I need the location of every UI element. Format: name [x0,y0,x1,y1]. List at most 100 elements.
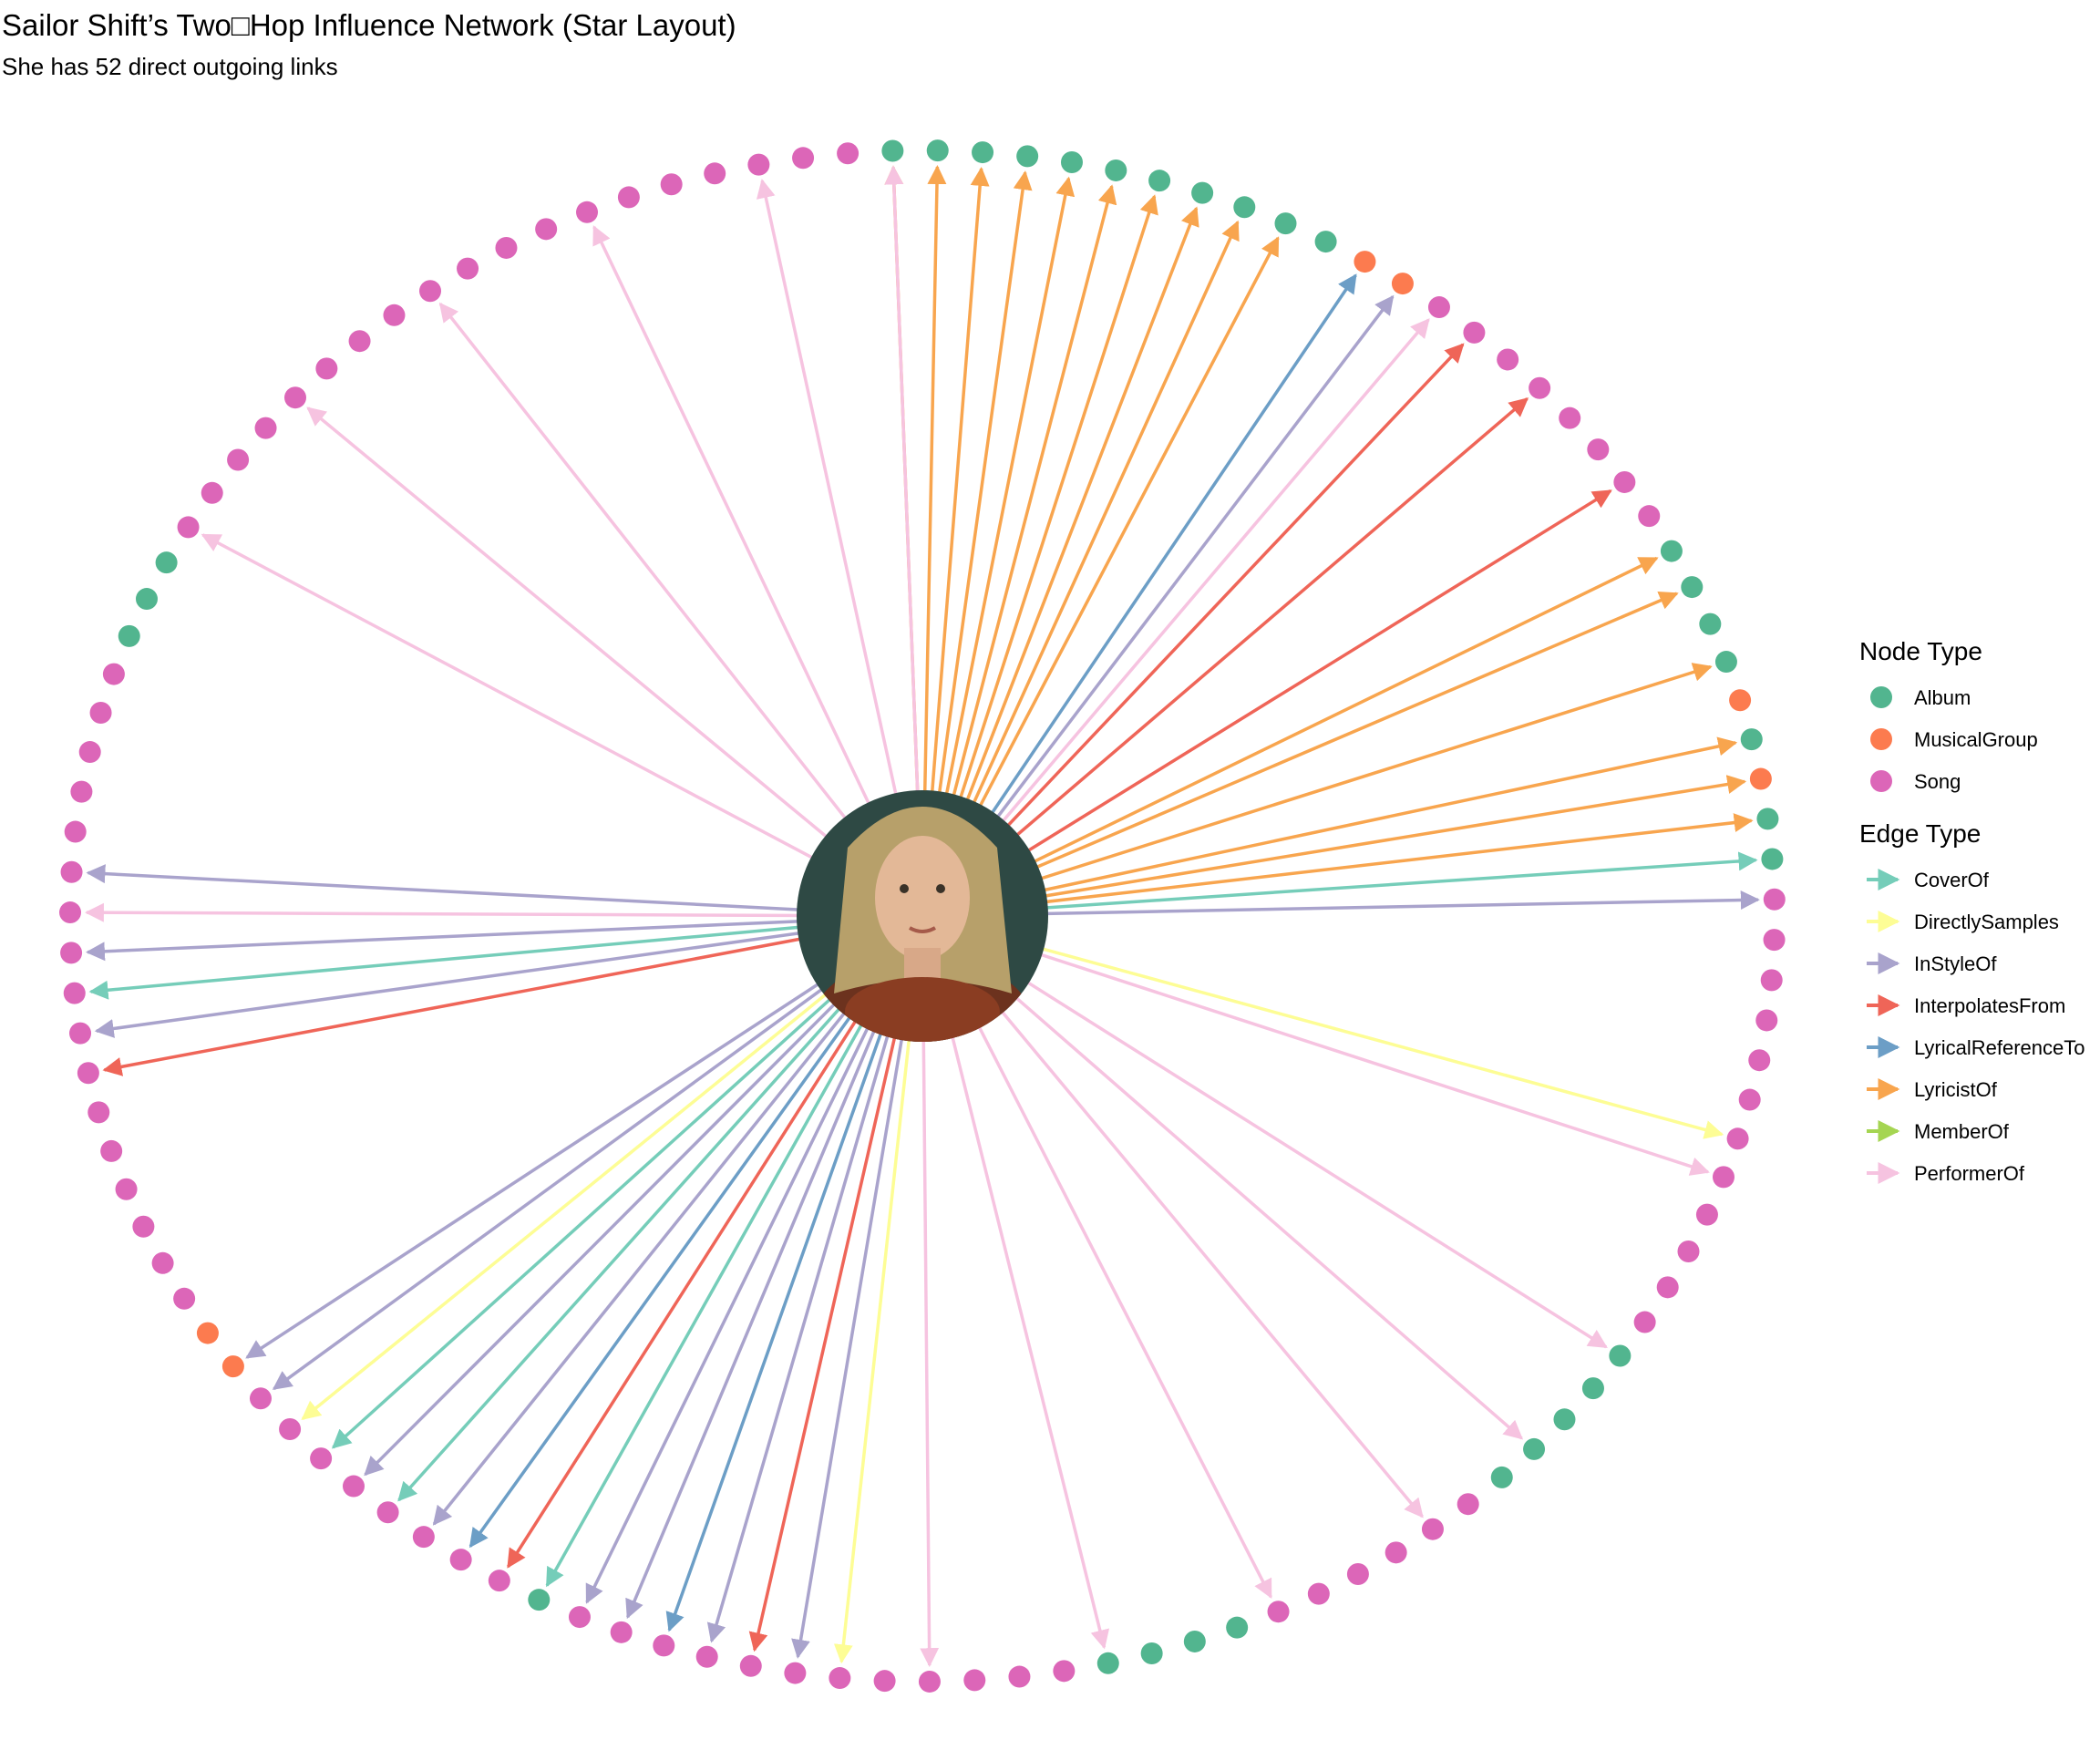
node-song[interactable] [1385,1541,1407,1564]
node-song[interactable] [568,1606,591,1629]
node-album[interactable] [1523,1437,1546,1460]
node-song[interactable] [1726,1127,1749,1150]
node-song[interactable] [69,1022,92,1045]
node-album[interactable] [1060,151,1083,174]
node-song[interactable] [739,1654,762,1677]
node-musicalgroup[interactable] [1749,767,1772,790]
node-song[interactable] [1008,1665,1031,1688]
node-album[interactable] [118,624,140,647]
node-album[interactable] [1314,231,1337,253]
node-song[interactable] [1763,929,1786,952]
node-album[interactable] [1490,1466,1513,1488]
node-song[interactable] [1463,321,1486,344]
node-song[interactable] [310,1447,333,1470]
node-song[interactable] [254,417,277,439]
node-album[interactable] [1226,1616,1249,1639]
node-song[interactable] [1677,1240,1700,1263]
node-song[interactable] [89,702,112,725]
node-album[interactable] [528,1589,551,1611]
node-album[interactable] [1761,848,1784,870]
node-song[interactable] [132,1215,155,1238]
node-album[interactable] [1681,576,1704,599]
node-song[interactable] [695,1645,718,1668]
node-song[interactable] [151,1251,174,1274]
node-song[interactable] [279,1417,302,1440]
node-song[interactable] [1587,438,1610,461]
node-song[interactable] [376,1501,399,1524]
node-song[interactable] [342,1475,365,1498]
node-song[interactable] [63,982,86,1004]
node-song[interactable] [102,663,125,685]
node-song[interactable] [873,1670,896,1693]
node-song[interactable] [1346,1562,1369,1585]
node-song[interactable] [64,820,87,843]
node-album[interactable] [1183,1630,1206,1652]
node-musicalgroup[interactable] [1391,273,1414,295]
node-song[interactable] [1457,1493,1479,1516]
node-song[interactable] [115,1178,138,1200]
node-album[interactable] [135,588,158,611]
node-album[interactable] [1140,1642,1163,1665]
node-song[interactable] [1559,407,1581,429]
node-song[interactable] [348,330,371,353]
node-song[interactable] [918,1670,941,1693]
node-song[interactable] [963,1669,986,1692]
node-song[interactable] [1307,1582,1330,1605]
node-musicalgroup[interactable] [196,1322,219,1344]
node-song[interactable] [78,741,101,764]
node-song[interactable] [747,153,770,176]
node-song[interactable] [177,516,200,539]
node-song[interactable] [792,147,815,170]
node-song[interactable] [1613,470,1636,493]
node-album[interactable] [1233,196,1256,219]
node-song[interactable] [495,236,518,259]
node-song[interactable] [488,1570,510,1592]
node-song[interactable] [653,1634,675,1657]
node-song[interactable] [704,162,726,185]
node-song[interactable] [449,1549,472,1571]
node-song[interactable] [1529,376,1551,399]
node-song[interactable] [829,1667,851,1690]
node-song[interactable] [1427,296,1450,319]
node-song[interactable] [412,1526,435,1549]
node-album[interactable] [1714,651,1737,674]
node-song[interactable] [419,280,442,303]
node-song[interactable] [1748,1049,1771,1072]
node-album[interactable] [1274,212,1297,235]
node-song[interactable] [100,1139,123,1162]
node-song[interactable] [315,357,338,380]
node-song[interactable] [1638,505,1661,528]
node-song[interactable] [283,386,306,409]
node-album[interactable] [1148,170,1171,192]
node-song[interactable] [1421,1518,1444,1540]
node-album[interactable] [926,139,949,162]
node-song[interactable] [457,257,479,280]
node-song[interactable] [1633,1311,1656,1333]
node-song[interactable] [1738,1088,1761,1111]
node-album[interactable] [155,551,178,574]
node-song[interactable] [1053,1660,1076,1683]
node-album[interactable] [1740,728,1763,751]
node-song[interactable] [383,304,406,326]
node-musicalgroup[interactable] [1354,251,1376,273]
node-song[interactable] [617,186,640,209]
node-song[interactable] [1712,1166,1735,1189]
node-album[interactable] [1016,145,1039,168]
node-song[interactable] [70,780,93,803]
node-song[interactable] [837,142,860,165]
node-song[interactable] [535,218,558,241]
node-album[interactable] [1699,612,1722,635]
node-song[interactable] [1267,1601,1290,1623]
node-song[interactable] [227,448,250,471]
node-song[interactable] [1656,1276,1679,1299]
node-album[interactable] [972,141,994,164]
node-song[interactable] [1695,1203,1718,1226]
node-musicalgroup[interactable] [221,1355,244,1378]
node-song[interactable] [60,860,83,883]
node-song[interactable] [1755,1009,1778,1032]
node-song[interactable] [201,481,223,504]
node-song[interactable] [77,1062,99,1085]
node-album[interactable] [1191,181,1214,204]
node-song[interactable] [1763,888,1786,911]
node-song[interactable] [249,1387,272,1410]
